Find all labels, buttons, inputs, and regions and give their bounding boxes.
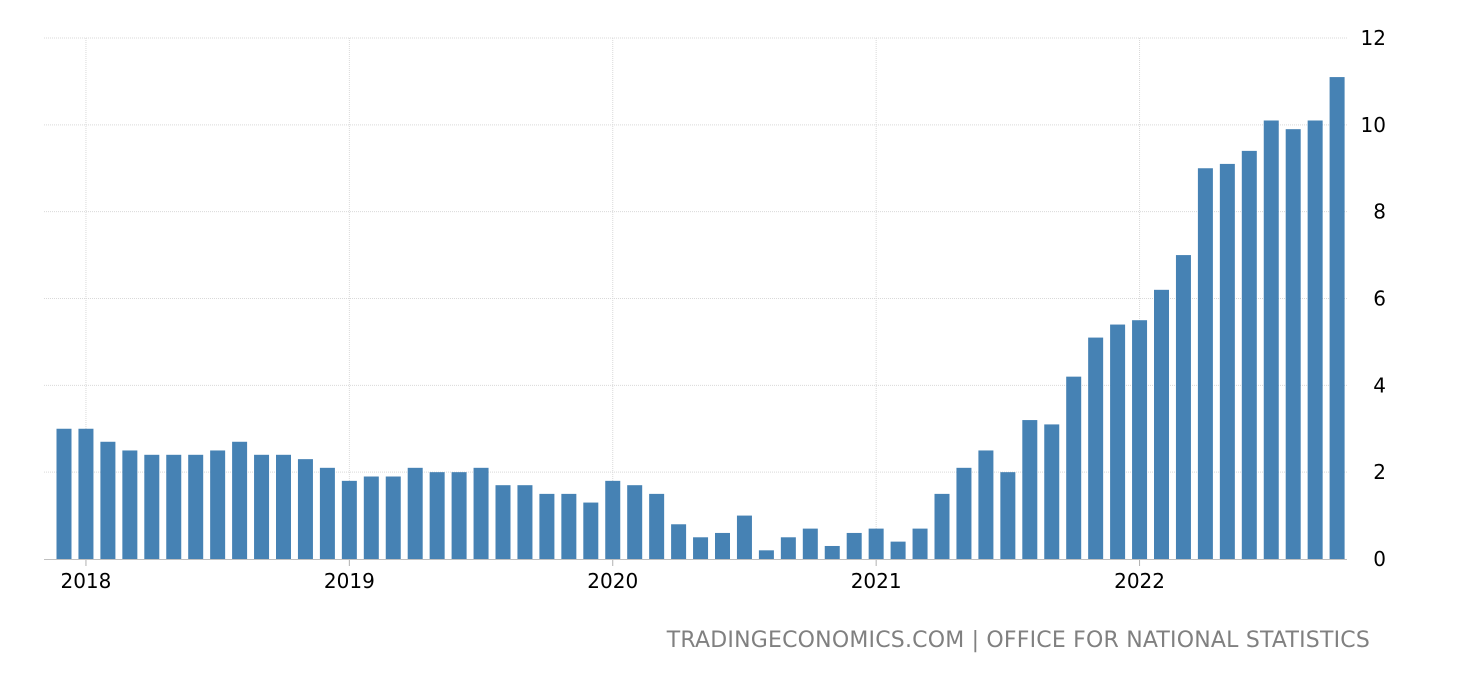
bar[interactable]: [1022, 420, 1038, 559]
bar[interactable]: [1175, 255, 1191, 559]
x-tick-label: 2018: [60, 569, 111, 593]
bar[interactable]: [451, 472, 467, 559]
x-axis: 2018 2019 2020 2021 2022: [44, 559, 1347, 593]
y-tick-label: 4: [1373, 373, 1386, 397]
bar[interactable]: [890, 541, 906, 559]
x-tick-label: 2021: [851, 569, 902, 593]
bar[interactable]: [1263, 120, 1279, 560]
bar[interactable]: [495, 485, 511, 559]
bar[interactable]: [1285, 129, 1301, 560]
bar[interactable]: [56, 428, 72, 559]
bar[interactable]: [297, 459, 313, 559]
bar[interactable]: [868, 528, 884, 559]
bar[interactable]: [758, 550, 774, 559]
bar[interactable]: [583, 502, 599, 559]
bar[interactable]: [1000, 472, 1016, 559]
y-tick-label: 6: [1373, 287, 1386, 311]
bar[interactable]: [605, 480, 621, 559]
bar[interactable]: [210, 450, 226, 559]
bar[interactable]: [473, 467, 489, 559]
bar[interactable]: [1219, 163, 1235, 559]
bar[interactable]: [1241, 150, 1257, 559]
x-tick-label: 2022: [1114, 569, 1165, 593]
bar[interactable]: [517, 485, 533, 559]
bar[interactable]: [1044, 424, 1060, 559]
bar[interactable]: [846, 532, 862, 559]
bar[interactable]: [802, 528, 818, 559]
source-attribution: TRADINGECONOMICS.COM | OFFICE FOR NATION…: [666, 628, 1370, 653]
y-tick-label: 2: [1373, 460, 1386, 484]
y-tick-label: 8: [1373, 200, 1386, 224]
bar[interactable]: [736, 515, 752, 559]
bar[interactable]: [649, 493, 665, 560]
bar[interactable]: [100, 441, 116, 559]
bar[interactable]: [978, 450, 994, 559]
bar[interactable]: [341, 480, 357, 559]
bar[interactable]: [319, 467, 335, 559]
bar[interactable]: [166, 454, 182, 559]
bar[interactable]: [276, 454, 291, 559]
bar[interactable]: [144, 454, 160, 559]
bar[interactable]: [188, 454, 204, 559]
bar[interactable]: [715, 532, 730, 559]
y-tick-label: 10: [1361, 113, 1386, 137]
x-tick-label: 2019: [324, 569, 375, 593]
bar[interactable]: [780, 537, 796, 559]
bar[interactable]: [539, 493, 555, 560]
bar[interactable]: [1307, 120, 1323, 560]
x-tick-label: 2020: [587, 569, 638, 593]
bar[interactable]: [385, 476, 401, 559]
bar[interactable]: [1154, 289, 1169, 559]
bar[interactable]: [824, 545, 840, 559]
bar[interactable]: [78, 428, 94, 559]
y-tick-label: 12: [1361, 26, 1386, 50]
bar[interactable]: [561, 493, 577, 560]
bar[interactable]: [1132, 320, 1148, 559]
bar[interactable]: [1088, 337, 1104, 559]
bar[interactable]: [363, 476, 379, 559]
bar[interactable]: [1197, 168, 1213, 559]
y-tick-label: 0: [1373, 547, 1386, 571]
bars: [56, 77, 1345, 560]
bar[interactable]: [627, 485, 643, 559]
y-axis: 0 2 4 6 8 10 12: [1361, 26, 1386, 571]
bar[interactable]: [122, 450, 138, 559]
bar[interactable]: [1329, 77, 1345, 559]
bar[interactable]: [956, 467, 972, 559]
bar[interactable]: [912, 528, 928, 559]
bar[interactable]: [693, 537, 709, 559]
bar[interactable]: [407, 467, 423, 559]
bar[interactable]: [429, 472, 445, 559]
bar[interactable]: [1110, 324, 1126, 559]
bar[interactable]: [934, 493, 950, 560]
bar[interactable]: [671, 524, 687, 559]
bar[interactable]: [254, 454, 270, 559]
bar[interactable]: [1066, 376, 1082, 559]
bar[interactable]: [232, 441, 248, 559]
